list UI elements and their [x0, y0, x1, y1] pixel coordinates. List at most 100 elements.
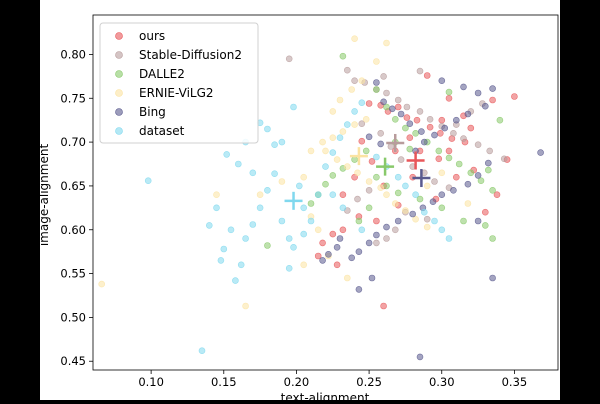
point-bing	[365, 133, 373, 141]
x-tick-label: 0.25	[356, 375, 382, 389]
point-dalle2	[351, 156, 358, 163]
point-dataset	[343, 121, 351, 128]
point-bing	[368, 274, 376, 282]
point-bing	[489, 274, 496, 282]
mean-marker-dataset	[284, 191, 303, 210]
x-tick-label: 0.30	[429, 375, 455, 389]
point-bing	[377, 140, 385, 148]
x-tick-label: 0.10	[138, 375, 164, 389]
point-bing	[373, 79, 380, 86]
point-ernie-vilg2	[300, 173, 308, 181]
point-bing	[394, 217, 402, 225]
point-ernie-vilg2	[383, 39, 390, 47]
point-stable-diffusion2	[403, 103, 411, 111]
points-layer	[98, 35, 544, 361]
point-dalle2	[329, 172, 337, 179]
point-dataset	[329, 149, 337, 156]
point-bing	[489, 85, 496, 92]
point-bing	[474, 89, 482, 97]
point-ernie-vilg2	[256, 191, 264, 198]
point-bing	[441, 124, 449, 132]
point-dalle2	[307, 200, 315, 207]
point-dalle2	[438, 204, 446, 212]
point-stable-diffusion2	[358, 120, 366, 127]
scatter-chart: 0.10 0.15 0.20 0.25 0.30 0.35 0.45 0.50 0.55 0.6…	[37, 14, 559, 404]
point-dataset	[329, 191, 337, 198]
point-dalle2	[383, 182, 390, 190]
point-dalle2	[339, 52, 347, 60]
point-bing	[409, 210, 417, 218]
point-ernie-vilg2	[314, 226, 322, 234]
point-bing	[418, 128, 425, 135]
point-dalle2	[383, 103, 390, 111]
point-ernie-vilg2	[329, 134, 337, 141]
point-dataset	[264, 125, 271, 133]
point-dalle2	[406, 145, 414, 153]
point-stable-diffusion2	[354, 195, 361, 203]
point-dataset	[358, 99, 366, 106]
point-ernie-vilg2	[319, 138, 326, 146]
point-dataset	[242, 235, 249, 242]
point-bing	[336, 235, 344, 242]
point-bing	[452, 116, 460, 124]
point-ours	[403, 114, 411, 121]
point-dalle2	[477, 177, 485, 184]
point-dataset	[290, 103, 297, 111]
point-dalle2	[496, 116, 504, 124]
point-bing	[431, 131, 438, 139]
point-stable-diffusion2	[383, 235, 390, 242]
point-stable-diffusion2	[285, 55, 293, 63]
legend-label-stable-diffusion2: Stable-Diffusion2	[139, 48, 242, 62]
point-dalle2	[460, 217, 467, 225]
point-bing	[481, 102, 489, 110]
point-dataset	[412, 191, 419, 198]
y-tick-label: 0.50	[60, 310, 86, 324]
y-tick-label: 0.60	[60, 223, 86, 237]
point-ours	[423, 72, 431, 79]
legend-label-ours: ours	[139, 29, 165, 43]
point-bing	[406, 120, 414, 127]
point-ernie-vilg2	[343, 274, 351, 282]
point-dalle2	[365, 204, 373, 212]
point-dataset	[402, 182, 409, 190]
point-dalle2	[467, 169, 475, 177]
point-bing	[365, 239, 373, 247]
y-tick-label: 0.55	[60, 267, 86, 281]
legend-label-ernie-vilg2: ERNIE-ViLG2	[139, 86, 214, 100]
point-bing	[380, 98, 387, 106]
point-stable-diffusion2	[383, 89, 390, 97]
mean-marker-ernie-vilg2	[349, 147, 368, 166]
point-dalle2	[362, 147, 370, 155]
point-dataset	[295, 182, 303, 190]
point-ernie-vilg2	[339, 128, 347, 135]
means-layer	[284, 133, 431, 210]
point-dataset	[300, 204, 308, 212]
point-ours	[489, 96, 496, 104]
legend-swatch-stable-diffusion2	[115, 51, 123, 59]
point-dataset	[223, 151, 230, 158]
point-bing	[450, 187, 457, 194]
y-tick-label: 0.80	[60, 47, 86, 61]
point-dataset	[300, 230, 308, 238]
point-dataset	[249, 169, 257, 177]
y-tick-label: 0.65	[60, 179, 86, 193]
point-ernie-vilg2	[242, 302, 249, 310]
point-ernie-vilg2	[278, 178, 286, 185]
point-ernie-vilg2	[348, 86, 356, 93]
point-ernie-vilg2	[351, 35, 358, 43]
point-dalle2	[435, 147, 443, 155]
point-bing	[420, 138, 428, 146]
point-dataset	[264, 187, 271, 194]
legend-swatch-ours	[115, 32, 123, 40]
point-dataset	[394, 173, 402, 181]
legend-label-dalle2: DALLE2	[139, 67, 185, 81]
point-bing	[388, 105, 396, 113]
point-stable-diffusion2	[474, 141, 482, 148]
point-dataset	[307, 217, 315, 225]
y-axis-ticks: 0.45 0.50 0.55 0.60 0.65 0.70 0.75 0.80	[60, 47, 93, 368]
point-ernie-vilg2	[423, 223, 431, 231]
point-dataset	[271, 170, 278, 177]
point-ernie-vilg2	[333, 156, 341, 163]
point-dataset	[322, 163, 329, 170]
point-bing	[474, 217, 482, 225]
